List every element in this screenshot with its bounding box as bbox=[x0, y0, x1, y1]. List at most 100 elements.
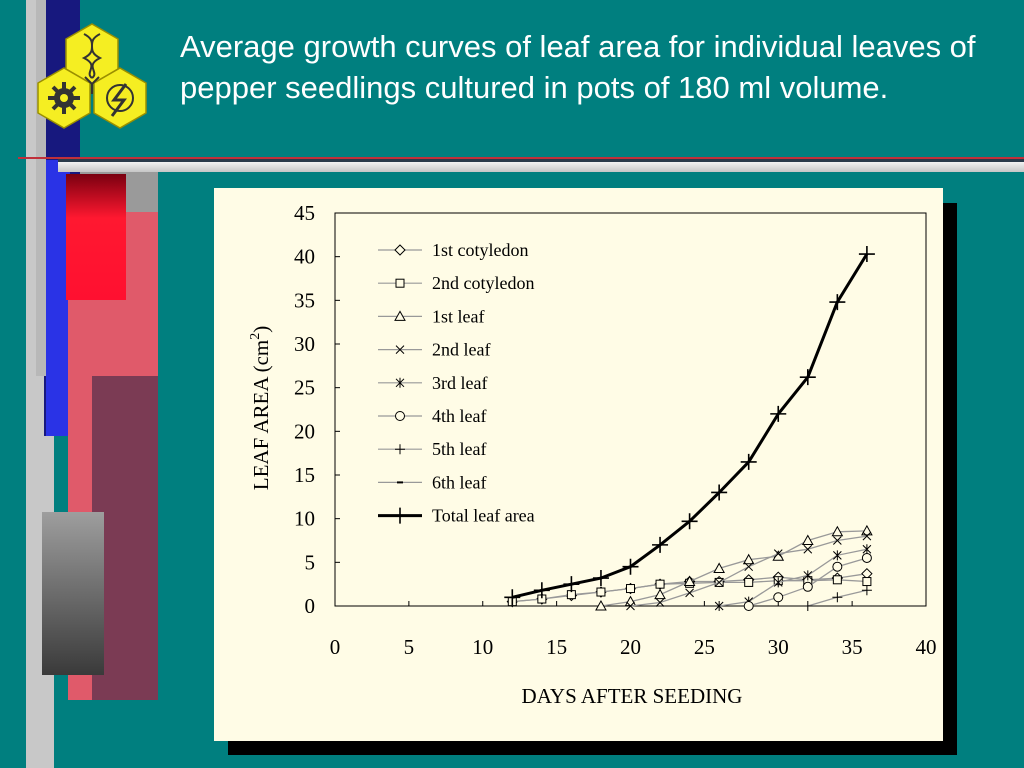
logo-icon bbox=[37, 23, 147, 129]
series-5th-leaf bbox=[802, 585, 872, 611]
marker-square bbox=[655, 579, 665, 589]
marker-triangle bbox=[742, 553, 755, 565]
marker-asterisk bbox=[803, 570, 813, 581]
legend-label: 2nd cotyledon bbox=[432, 273, 534, 293]
marker-plus bbox=[770, 405, 787, 422]
marker-plus bbox=[861, 585, 872, 596]
y-axis-label: LEAF AREA (cm2) bbox=[248, 326, 273, 491]
series-1st-leaf bbox=[595, 524, 873, 611]
marker-triangle bbox=[801, 534, 814, 545]
legend-label: 1st leaf bbox=[432, 306, 484, 326]
marker-plus bbox=[681, 513, 698, 530]
marker-plus bbox=[829, 294, 846, 311]
legend-item: 3rd leaf bbox=[378, 373, 487, 393]
marker-x bbox=[714, 578, 724, 587]
marker-x bbox=[685, 588, 694, 598]
series-2nd-leaf bbox=[626, 531, 872, 611]
marker-plus bbox=[533, 582, 550, 599]
line-chart: 0 5 10 15 20 25 30 35 40 0 5 10 15 20 25 30 35 40 45 1st c… bbox=[248, 201, 937, 708]
legend-label: Total leaf area bbox=[432, 506, 535, 526]
x-tick-label: 40 bbox=[916, 635, 937, 659]
deco-strip-gray bbox=[36, 0, 46, 376]
marker-circle bbox=[832, 561, 843, 572]
y-tick-label: 0 bbox=[305, 594, 316, 618]
y-tick-label: 30 bbox=[294, 332, 315, 356]
y-tick-label: 40 bbox=[294, 245, 315, 269]
marker-x bbox=[395, 345, 405, 354]
x-tick-label: 30 bbox=[768, 635, 789, 659]
legend-item: 6th leaf bbox=[378, 472, 486, 492]
x-axis-label: DAYS AFTER SEEDING bbox=[522, 684, 743, 708]
marker-plus bbox=[711, 484, 728, 501]
marker-triangle bbox=[861, 524, 873, 536]
legend-item: 1st cotyledon bbox=[378, 240, 529, 260]
marker-plus bbox=[395, 444, 405, 455]
legend-item: 5th leaf bbox=[378, 439, 486, 459]
marker-triangle bbox=[654, 588, 666, 600]
marker-circle bbox=[395, 411, 405, 421]
marker-asterisk bbox=[773, 577, 783, 588]
marker-square bbox=[626, 584, 635, 594]
y-tick-label: 20 bbox=[294, 419, 315, 443]
legend-item: 2nd cotyledon bbox=[378, 273, 534, 293]
y-axis-label-superscript: 2 bbox=[248, 333, 263, 340]
y-axis-label-main: LEAF AREA (cm bbox=[249, 340, 273, 491]
marker-plus bbox=[392, 507, 408, 524]
marker-plus bbox=[563, 576, 580, 593]
marker-asterisk bbox=[832, 550, 842, 561]
marker-plus bbox=[858, 246, 875, 263]
marker-x bbox=[744, 562, 754, 572]
marker-triangle bbox=[831, 525, 844, 537]
marker-circle bbox=[773, 592, 784, 603]
deco-block-red bbox=[66, 174, 126, 300]
legend-label: 1st cotyledon bbox=[432, 240, 529, 260]
legend-item: 4th leaf bbox=[378, 406, 486, 426]
legend-label: 4th leaf bbox=[432, 406, 486, 426]
marker-triangle bbox=[683, 575, 696, 587]
marker-plus bbox=[592, 570, 609, 587]
y-tick-label: 35 bbox=[294, 288, 315, 312]
x-tick-label: 10 bbox=[472, 635, 493, 659]
marker-circle bbox=[861, 552, 872, 563]
marker-x bbox=[832, 536, 842, 545]
marker-square bbox=[395, 278, 405, 288]
marker-circle bbox=[743, 601, 754, 611]
marker-x bbox=[655, 598, 665, 607]
header-rule-white bbox=[58, 162, 1024, 172]
deco-block-gradient bbox=[42, 512, 104, 675]
marker-square bbox=[596, 587, 606, 597]
marker-plus bbox=[802, 601, 813, 611]
marker-asterisk bbox=[862, 544, 872, 555]
y-tick-label: 45 bbox=[294, 201, 315, 225]
series-4th-leaf bbox=[743, 552, 872, 611]
marker-square bbox=[832, 575, 842, 585]
legend-item: Total leaf area bbox=[378, 506, 535, 526]
marker-plus bbox=[622, 558, 639, 575]
slide-title: Average growth curves of leaf area for i… bbox=[180, 29, 976, 105]
series-line bbox=[600, 530, 867, 607]
marker-plus bbox=[652, 536, 669, 553]
marker-plus bbox=[504, 589, 521, 606]
marker-x bbox=[626, 601, 635, 611]
axes: 0 5 10 15 20 25 30 35 40 0 5 10 15 20 25 30 35 40 45 bbox=[294, 201, 937, 659]
marker-x bbox=[803, 544, 813, 554]
plot-frame bbox=[334, 212, 927, 607]
marker-x bbox=[862, 531, 872, 541]
y-tick-label: 25 bbox=[294, 376, 315, 400]
marker-diamond bbox=[394, 244, 406, 256]
y-tick-label: 15 bbox=[294, 463, 315, 487]
y-tick-label: 5 bbox=[305, 550, 316, 574]
marker-x bbox=[773, 549, 783, 558]
marker-asterisk bbox=[714, 601, 724, 611]
legend-label: 6th leaf bbox=[432, 472, 486, 492]
marker-square bbox=[744, 577, 754, 587]
header-rule-dark bbox=[58, 159, 1024, 162]
series-3rd-leaf bbox=[714, 544, 872, 611]
marker-square bbox=[862, 577, 872, 587]
marker-circle bbox=[802, 581, 813, 592]
x-tick-label: 35 bbox=[842, 635, 863, 659]
marker-triangle bbox=[713, 562, 725, 573]
x-tick-label: 20 bbox=[620, 635, 641, 659]
chart-panel: 0 5 10 15 20 25 30 35 40 0 5 10 15 20 25 30 35 40 45 1st c… bbox=[214, 188, 943, 741]
marker-asterisk bbox=[395, 377, 405, 388]
